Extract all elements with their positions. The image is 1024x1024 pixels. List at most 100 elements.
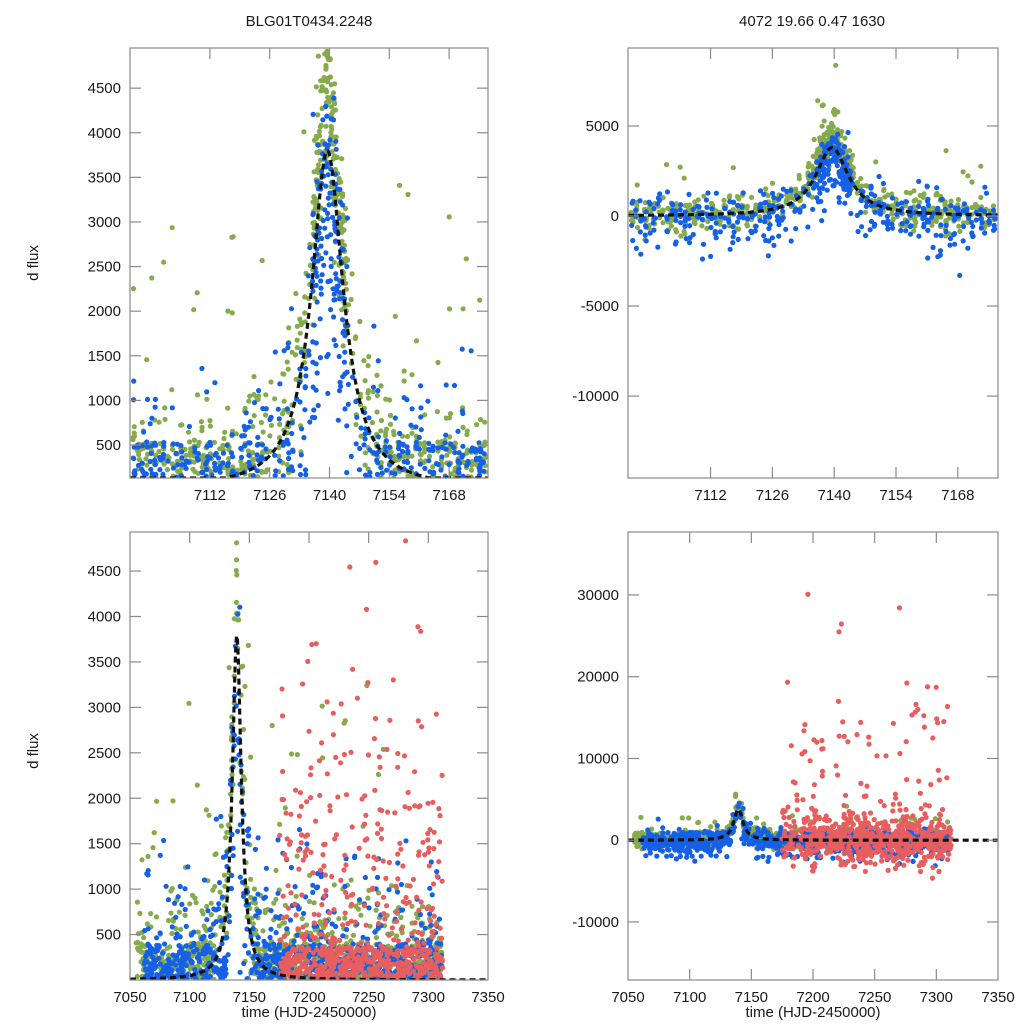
data-point-green (323, 64, 329, 70)
data-point-blue (238, 445, 244, 451)
data-point-blue (374, 471, 381, 477)
data-point-green (477, 297, 483, 303)
x-tick-label: 7168 (941, 487, 974, 504)
data-point-green (353, 334, 359, 340)
data-point-blue (848, 210, 854, 217)
data-point-blue (396, 446, 402, 452)
data-point-blue (242, 943, 248, 949)
data-point-green (369, 420, 375, 426)
data-point-green (957, 228, 963, 234)
data-point-blue (334, 286, 340, 292)
data-point-blue (965, 245, 971, 251)
data-point-red (412, 803, 418, 809)
data-point-green (340, 343, 346, 349)
data-point-red (395, 971, 401, 977)
data-point-blue (730, 223, 736, 229)
data-point-red (416, 907, 422, 913)
data-point-red (364, 836, 370, 842)
data-point-blue (966, 215, 972, 221)
data-point-blue (413, 439, 419, 446)
data-point-red (372, 787, 378, 793)
data-point-red (343, 890, 349, 896)
data-point-blue (387, 462, 393, 468)
data-point-green (139, 419, 145, 425)
data-point-green (207, 423, 213, 429)
data-point-blue (157, 961, 163, 967)
data-point-green (881, 186, 887, 192)
data-point-blue (149, 415, 155, 421)
data-point-green (294, 752, 300, 758)
data-point-blue (215, 906, 222, 912)
data-point-blue (261, 938, 267, 944)
data-point-red (413, 949, 419, 955)
data-point-blue (836, 171, 842, 177)
data-point-red (400, 863, 406, 869)
data-point-green (708, 824, 714, 830)
data-point-green (251, 392, 257, 398)
data-point-blue (352, 853, 358, 859)
data-point-green (224, 930, 230, 936)
data-point-blue (880, 219, 886, 225)
data-point-green (334, 154, 340, 160)
data-point-blue (443, 446, 449, 452)
data-point-red (419, 724, 425, 730)
data-point-blue (438, 467, 444, 473)
data-point-blue (858, 197, 864, 203)
data-point-red (341, 867, 347, 873)
data-point-red (436, 859, 442, 865)
data-point-blue (228, 885, 234, 892)
data-point-blue (982, 230, 988, 236)
data-point-blue (672, 241, 679, 247)
data-point-red (374, 830, 381, 837)
data-point-green (365, 390, 371, 396)
data-point-blue (925, 202, 932, 208)
data-point-green (136, 452, 142, 458)
data-point-red (415, 852, 422, 858)
data-point-blue (713, 190, 720, 196)
data-point-blue (310, 889, 316, 896)
data-point-green (293, 290, 299, 297)
data-point-blue (131, 378, 137, 384)
data-point-blue (930, 210, 936, 216)
data-point-blue (868, 218, 875, 225)
data-point-blue (399, 907, 406, 913)
data-point-blue (318, 243, 324, 249)
data-point-blue (821, 174, 827, 180)
data-point-blue (367, 469, 373, 476)
data-point-blue (151, 965, 157, 972)
data-point-blue (651, 227, 657, 233)
data-point-red (351, 956, 357, 962)
data-point-blue (947, 235, 954, 242)
data-point-blue (844, 192, 851, 199)
data-point-red (406, 970, 413, 977)
data-point-blue (403, 838, 409, 844)
data-point-green (943, 218, 949, 224)
data-point-green (721, 197, 727, 203)
data-point-blue (651, 206, 657, 212)
data-point-green (730, 165, 736, 171)
data-point-blue (275, 890, 281, 896)
data-point-red (333, 754, 339, 761)
data-point-blue (991, 222, 997, 228)
data-point-blue (331, 291, 337, 297)
data-point-red (293, 787, 299, 793)
data-point-blue (664, 189, 671, 195)
data-point-red (425, 849, 432, 855)
data-point-blue (337, 290, 344, 296)
data-point-green (819, 123, 825, 129)
data-point-blue (392, 471, 398, 477)
data-point-red (324, 771, 330, 777)
data-point-blue (253, 913, 259, 919)
data-point-blue (315, 402, 321, 409)
data-point-blue (762, 219, 768, 225)
x-tick-label: 7112 (694, 487, 726, 504)
data-point-green (242, 683, 248, 690)
data-point-blue (682, 216, 689, 222)
data-point-blue (408, 465, 414, 471)
data-point-blue (336, 388, 343, 394)
data-point-blue (835, 131, 841, 137)
data-point-blue (641, 216, 648, 222)
data-point-green (315, 53, 321, 59)
data-point-red (384, 903, 390, 909)
data-point-green (251, 886, 257, 892)
